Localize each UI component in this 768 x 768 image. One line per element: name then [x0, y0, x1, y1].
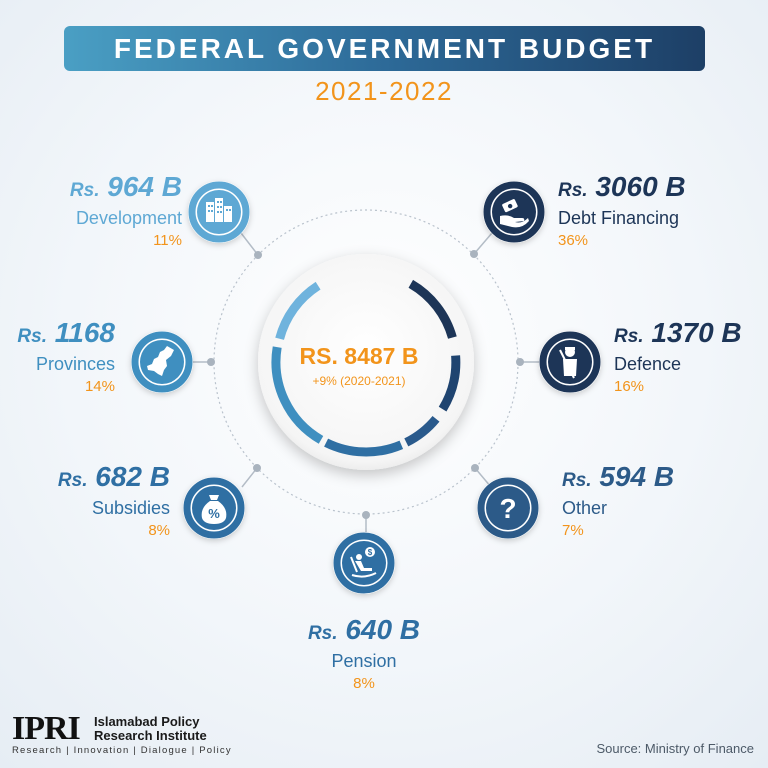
ring-segment-blue-bottom-right: [404, 415, 440, 447]
source-note: Source: Ministry of Finance: [596, 741, 754, 756]
label-pension: Rs. 640 B Pension 8%: [264, 615, 464, 694]
budget-change: +9% (2020-2021): [312, 374, 406, 388]
name-other: Other: [562, 498, 608, 518]
percent-debt-financing: 36%: [558, 232, 589, 249]
label-debt-financing: Rs. 3060 B Debt Financing 36%: [558, 172, 758, 251]
ring-segment-blue-bottom: [324, 438, 404, 457]
rocking-chair-icon: $: [333, 532, 395, 594]
soldier-icon: [539, 331, 601, 393]
ring-segment-light: [275, 281, 321, 341]
amount-subsidies: Rs. 682 B: [57, 461, 170, 492]
total-budget: RS. 8487 B: [299, 343, 419, 369]
logo-mark: IPRI: [12, 710, 81, 747]
center-disc: [258, 254, 474, 470]
name-development: Development: [75, 208, 182, 228]
name-pension: Pension: [331, 651, 397, 671]
name-subsidies: Subsidies: [91, 498, 170, 518]
logo-name-line2: Research Institute: [94, 728, 207, 743]
ring-segment-blue-left: [271, 346, 324, 444]
buildings-icon: [188, 181, 250, 243]
name-provinces: Provinces: [35, 354, 115, 374]
page-subtitle: 2021-2022: [315, 76, 453, 106]
amount-provinces: Rs. 1168: [17, 317, 115, 348]
pakistan-map-icon: [131, 331, 193, 393]
ring-segment-dark-top: [408, 279, 457, 339]
svg-text:?: ?: [499, 493, 516, 524]
amount-development: Rs. 964 B: [69, 171, 182, 202]
donut-ring: [271, 279, 461, 457]
percent-development: 11%: [153, 232, 182, 249]
percent-other: 7%: [562, 522, 584, 539]
page-title: FEDERAL GOVERNMENT BUDGET: [64, 26, 705, 71]
money-hand-icon: [483, 181, 545, 243]
amount-pension: Rs. 640 B: [307, 614, 421, 645]
percent-defence: 16%: [614, 378, 645, 395]
connector-dots: [207, 250, 524, 519]
percent-subsidies: 8%: [148, 522, 170, 539]
label-subsidies: Rs. 682 B Subsidies 8%: [20, 462, 170, 541]
logo-name-line1: Islamabad Policy: [94, 714, 200, 729]
name-defence: Defence: [614, 354, 682, 374]
percent-provinces: 14%: [84, 378, 115, 395]
amount-debt-financing: Rs. 3060 B: [558, 171, 686, 202]
label-provinces: Rs. 1168 Provinces 14%: [10, 318, 115, 397]
name-debt-financing: Debt Financing: [558, 208, 680, 228]
amount-other: Rs. 594 B: [562, 461, 675, 492]
label-development: Rs. 964 B Development 11%: [20, 172, 182, 251]
logo-tagline: Research | Innovation | Dialogue | Polic…: [12, 745, 232, 756]
ring-segment-navy-right: [438, 355, 461, 412]
amount-defence: Rs. 1370 B: [614, 317, 742, 348]
label-other: Rs. 594 B Other 7%: [562, 462, 712, 541]
ipri-logo: IPRI Islamabad Policy Research Institute…: [12, 712, 252, 758]
svg-text:%: %: [208, 506, 220, 521]
percent-bag-icon: %: [183, 477, 245, 539]
question-icon: ?: [477, 477, 539, 539]
percent-pension: 8%: [353, 675, 375, 692]
svg-text:$: $: [368, 548, 373, 557]
label-defence: Rs. 1370 B Defence 16%: [614, 318, 764, 397]
